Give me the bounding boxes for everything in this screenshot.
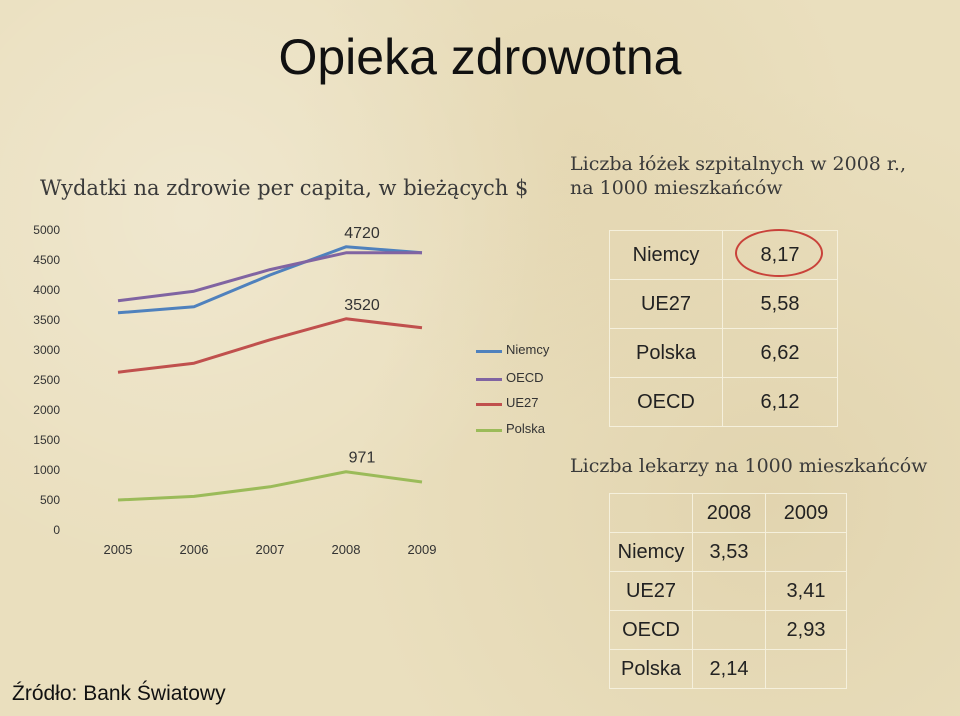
beds-country: OECD [609, 377, 723, 427]
table-row: Polska 6,62 [609, 328, 838, 378]
data-label-niemcy: 4720 [344, 225, 380, 242]
table-row: Polska 2,14 [609, 649, 847, 689]
beds-title: Liczba łóżek szpitalnych w 2008 r., na 1… [570, 152, 906, 200]
doctors-table: 2008 2009 Niemcy 3,53 UE27 3,41 OECD 2,9… [609, 493, 847, 689]
doctors-2009: 2,93 [765, 610, 847, 650]
x-tick-label: 2005 [104, 542, 133, 557]
legend-label-niemcy: Niemcy [506, 342, 550, 357]
y-tick-label: 3000 [33, 343, 60, 357]
beds-value: 6,12 [722, 377, 838, 427]
y-tick-label: 1000 [33, 463, 60, 477]
series-line-polska [117, 470, 423, 502]
y-tick-label: 4500 [33, 253, 60, 267]
series-line-niemcy [117, 245, 423, 315]
legend-label-polska: Polska [506, 421, 546, 436]
x-tick-label: 2006 [180, 542, 209, 557]
beds-value: 5,58 [722, 279, 838, 329]
table-row: OECD 6,12 [609, 377, 838, 427]
x-tick-label: 2007 [256, 542, 285, 557]
source-note: Źródło: Bank Światowy [12, 682, 226, 705]
legend-item-oecd: OECD [476, 370, 586, 390]
legend-label-ue27: UE27 [506, 395, 539, 410]
series-line-ue27 [117, 317, 423, 374]
doctors-2008 [692, 571, 766, 611]
legend-item-polska: Polska [476, 421, 586, 441]
y-tick-label: 4000 [33, 283, 60, 297]
y-tick-label: 2500 [33, 373, 60, 387]
slide-title: Opieka zdrowotna [278, 29, 682, 85]
chart-title: Wydatki na zdrowie per capita, w bieżący… [40, 176, 529, 200]
data-label-ue27: 3520 [344, 297, 380, 314]
y-tick-label: 0 [53, 523, 60, 537]
beds-country: Polska [609, 328, 723, 378]
y-tick-label: 2000 [33, 403, 60, 417]
data-label-polska: 971 [349, 450, 376, 467]
beds-title-line2: na 1000 mieszkańców [570, 177, 783, 199]
y-tick-label: 5000 [33, 223, 60, 237]
legend-swatch-polska [476, 429, 502, 432]
legend-label-oecd: OECD [506, 370, 544, 385]
legend-swatch-ue27 [476, 403, 502, 406]
y-tick-label: 1500 [33, 433, 60, 447]
table-row: UE27 5,58 [609, 279, 838, 329]
doctors-title: Liczba lekarzy na 1000 mieszkańców [570, 455, 928, 477]
series-line-oecd [117, 251, 422, 303]
header-cell-2009: 2009 [765, 493, 847, 533]
doctors-2009 [765, 532, 847, 572]
doctors-2008: 2,14 [692, 649, 766, 689]
doctors-country: Niemcy [609, 532, 693, 572]
table-header-row: 2008 2009 [609, 493, 847, 533]
header-cell-2008: 2008 [692, 493, 766, 533]
y-tick-label: 3500 [33, 313, 60, 327]
table-row: Niemcy 3,53 [609, 532, 847, 572]
table-row: UE27 3,41 [609, 571, 847, 611]
legend-item-ue27: UE27 [476, 395, 586, 415]
beds-country: Niemcy [609, 230, 723, 280]
header-cell-empty [609, 493, 693, 533]
beds-value: 6,62 [722, 328, 838, 378]
table-row: OECD 2,93 [609, 610, 847, 650]
doctors-country: OECD [609, 610, 693, 650]
legend-swatch-niemcy [476, 350, 502, 353]
doctors-country: Polska [609, 649, 693, 689]
highlight-ellipse [735, 229, 823, 277]
beds-country: UE27 [609, 279, 723, 329]
legend-swatch-oecd [476, 378, 502, 381]
doctors-2008: 3,53 [692, 532, 766, 572]
doctors-2009 [765, 649, 847, 689]
x-tick-label: 2009 [408, 542, 437, 557]
doctors-2008 [692, 610, 766, 650]
y-tick-label: 500 [40, 493, 60, 507]
x-tick-label: 2008 [332, 542, 361, 557]
doctors-2009: 3,41 [765, 571, 847, 611]
health-spending-chart: 0 500 1000 1500 2000 2500 3000 3500 4000 4500 5000… [33, 223, 437, 557]
doctors-country: UE27 [609, 571, 693, 611]
legend-item-niemcy: Niemcy [476, 342, 586, 362]
beds-title-line1: Liczba łóżek szpitalnych w 2008 r., [570, 153, 906, 175]
